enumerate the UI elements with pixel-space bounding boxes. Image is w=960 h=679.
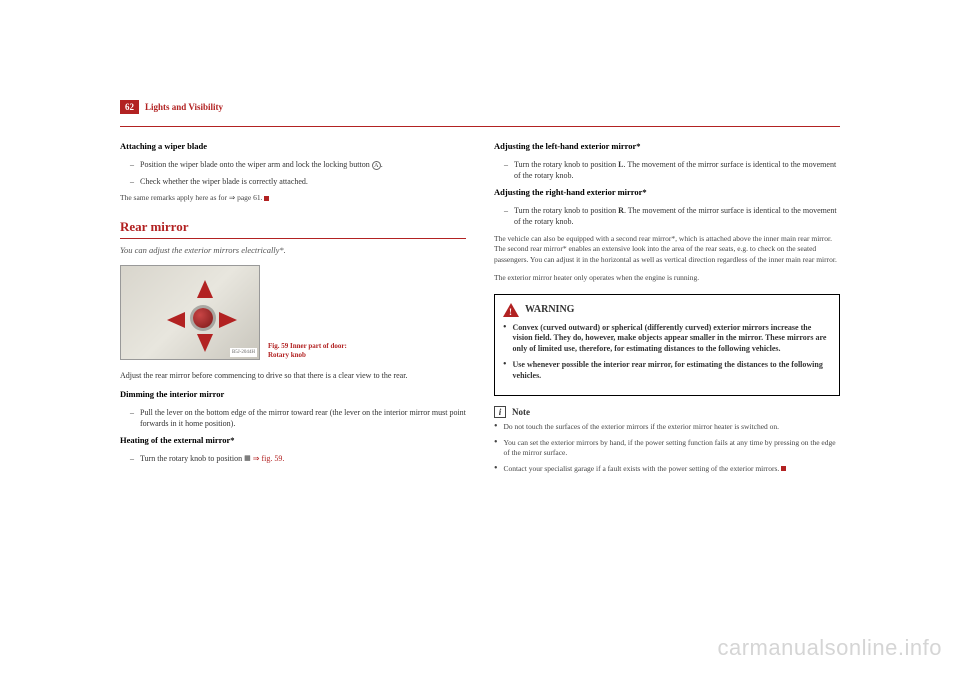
adj-left-bullet: – Turn the rotary knob to position L. Th… bbox=[494, 159, 840, 181]
page-header: 62 Lights and Visibility bbox=[120, 100, 840, 114]
attach-bullet-1: – Position the wiper blade onto the wipe… bbox=[120, 159, 466, 170]
note-header: i Note bbox=[494, 406, 840, 419]
bullet-dot-icon: • bbox=[494, 464, 498, 475]
columns: Attaching a wiper blade – Position the w… bbox=[120, 141, 840, 479]
adjust-para: Adjust the rear mirror before commencing… bbox=[120, 370, 466, 381]
dim-heading: Dimming the interior mirror bbox=[120, 389, 466, 401]
dim-text: Pull the lever on the bottom edge of the… bbox=[140, 407, 466, 429]
note-bullet-2: • You can set the exterior mirrors by ha… bbox=[494, 438, 840, 459]
dash-icon: – bbox=[130, 407, 134, 429]
bullet-dot-icon: • bbox=[503, 360, 507, 382]
note-bullet-1: • Do not touch the surfaces of the exter… bbox=[494, 422, 840, 433]
note-title: Note bbox=[512, 406, 530, 419]
dash-icon: – bbox=[130, 453, 134, 464]
header-rule bbox=[120, 126, 840, 127]
right-para-1: The vehicle can also be equipped with a … bbox=[494, 234, 840, 266]
header-title: Lights and Visibility bbox=[145, 102, 223, 112]
attach-text-1: Position the wiper blade onto the wiper … bbox=[140, 159, 383, 170]
attach-bullet-2: – Check whether the wiper blade is corre… bbox=[120, 176, 466, 187]
dash-icon: – bbox=[130, 159, 134, 170]
image-label: B5J-2044H bbox=[230, 348, 257, 357]
bullet-dot-icon: • bbox=[503, 323, 507, 355]
heat-heading: Heating of the external mirror* bbox=[120, 435, 466, 447]
dim-bullet-1: – Pull the lever on the bottom edge of t… bbox=[120, 407, 466, 429]
attach-text-2: Check whether the wiper blade is correct… bbox=[140, 176, 308, 187]
dash-icon: – bbox=[130, 176, 134, 187]
warning-triangle-icon: ! bbox=[503, 303, 519, 317]
heat-text: Turn the rotary knob to position ▦ ⇒ fig… bbox=[140, 453, 284, 464]
page-container: 62 Lights and Visibility Attaching a wip… bbox=[120, 100, 840, 479]
end-square-icon bbox=[264, 196, 269, 201]
attach-note: The same remarks apply here as for ⇒ pag… bbox=[120, 193, 466, 204]
right-column: Adjusting the left-hand exterior mirror*… bbox=[494, 141, 840, 479]
info-icon: i bbox=[494, 406, 506, 418]
right-para-2: The exterior mirror heater only operates… bbox=[494, 273, 840, 284]
heater-grid-icon: ▦ bbox=[244, 454, 251, 464]
section-rule bbox=[120, 238, 466, 239]
warning-bullet-2: • Use whenever possible the interior rea… bbox=[503, 360, 831, 382]
adj-left-heading: Adjusting the left-hand exterior mirror* bbox=[494, 141, 840, 153]
arrow-right-icon bbox=[219, 312, 237, 328]
end-square-icon bbox=[781, 466, 786, 471]
ref-circle-a: A bbox=[372, 161, 381, 170]
left-column: Attaching a wiper blade – Position the w… bbox=[120, 141, 466, 479]
page-number: 62 bbox=[120, 100, 139, 114]
warning-title: WARNING bbox=[525, 303, 574, 317]
adj-right-heading: Adjusting the right-hand exterior mirror… bbox=[494, 187, 840, 199]
note-text-3: Contact your specialist garage if a faul… bbox=[504, 464, 787, 475]
bullet-dot-icon: • bbox=[494, 438, 498, 459]
section-subtitle: You can adjust the exterior mirrors elec… bbox=[120, 245, 466, 257]
dash-icon: – bbox=[504, 205, 508, 227]
note-bullet-3: • Contact your specialist garage if a fa… bbox=[494, 464, 840, 475]
adj-right-bullet: – Turn the rotary knob to position R. Th… bbox=[494, 205, 840, 227]
warning-box: ! WARNING • Convex (curved outward) or s… bbox=[494, 294, 840, 396]
heat-bullet-1: – Turn the rotary knob to position ▦ ⇒ f… bbox=[120, 453, 466, 464]
arrow-up-icon bbox=[197, 280, 213, 298]
warning-header: ! WARNING bbox=[503, 303, 831, 317]
arrow-down-icon bbox=[197, 334, 213, 352]
attach-heading: Attaching a wiper blade bbox=[120, 141, 466, 153]
dash-icon: – bbox=[504, 159, 508, 181]
adj-right-text: Turn the rotary knob to position R. The … bbox=[514, 205, 840, 227]
figure-image: B5J-2044H bbox=[120, 265, 260, 360]
figure-row: B5J-2044H Fig. 59 Inner part of door: Ro… bbox=[120, 265, 466, 360]
rotary-knob-icon bbox=[193, 308, 213, 328]
warning-bullet-1: • Convex (curved outward) or spherical (… bbox=[503, 323, 831, 355]
arrow-left-icon bbox=[167, 312, 185, 328]
figure-caption: Fig. 59 Inner part of door: Rotary knob bbox=[268, 342, 347, 360]
section-title: Rear mirror bbox=[120, 218, 466, 236]
bullet-dot-icon: • bbox=[494, 422, 498, 433]
watermark: carmanualsonline.info bbox=[717, 635, 942, 661]
adj-left-text: Turn the rotary knob to position L. The … bbox=[514, 159, 840, 181]
